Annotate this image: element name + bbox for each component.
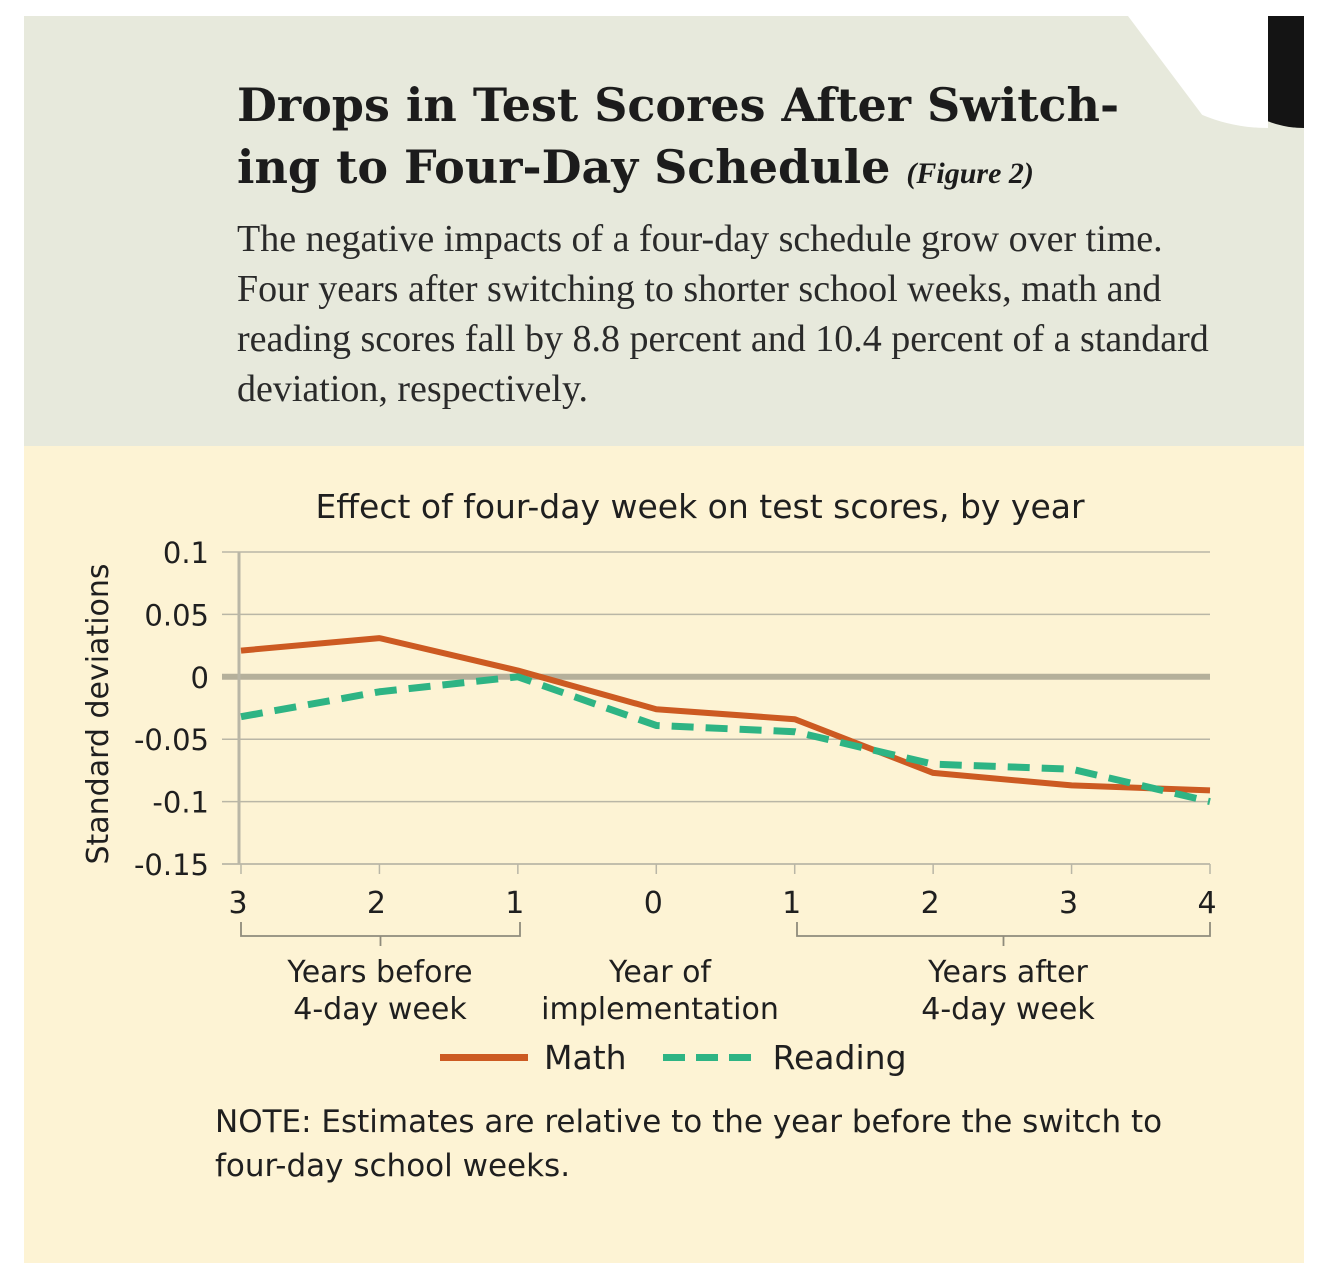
x-tick-label: 4 [1197,886,1216,921]
group-label-before-line2: 4-day week [293,992,467,1027]
y-tick-label: 0 [191,661,209,695]
legend-item-math: Math [440,1038,627,1077]
x-tick-label: 1 [505,886,524,921]
group-label-after-line1: Years after [927,955,1088,990]
y-tick-label: -0.05 [134,723,209,757]
x-tick-label: 2 [367,886,386,921]
x-tick-label: 3 [1059,886,1078,921]
figure-card: Drops in Test Scores After Switch-ing to… [24,16,1304,1263]
x-tick-label: 1 [782,886,801,921]
figure-title: Drops in Test Scores After Switch-ing to… [237,74,1217,205]
group-label-implementation-line1: Year of [608,955,712,990]
title-line-1: Drops in Test Scores After Switch- [237,78,1120,132]
x-tick-label: 0 [644,886,663,921]
y-tick-label: 0.05 [144,598,209,632]
series-line-reading [240,673,1211,806]
group-label-before-line1: Years before [286,955,472,990]
y-axis-label: Standard deviations [81,563,116,864]
chart-legend: Math Reading [440,1035,943,1079]
y-tick-label: -0.15 [134,848,209,882]
chart-title: Effect of four-day week on test scores, … [315,487,1085,526]
legend-label-math: Math [544,1037,627,1077]
figure-subtitle: The negative impacts of a four-day sched… [237,218,1209,410]
figure-note: NOTE: Estimates are relative to the year… [215,1104,1163,1184]
title-line-2: ing to Four-Day Schedule [237,140,891,194]
group-label-after-line2: 4-day week [921,992,1095,1027]
legend-item-reading: Reading [662,1037,907,1077]
legend-swatch-math [440,1053,528,1061]
header-band [24,16,1304,446]
x-tick-label: 2 [921,886,940,921]
legend-label-reading: Reading [772,1037,907,1077]
bracket-years-before [240,922,521,946]
bracket-years-after [796,922,1211,946]
legend-swatch-reading [662,1053,751,1061]
y-tick-label: 0.1 [163,536,209,570]
figure-reference: (Figure 2) [906,157,1034,190]
series-line-math [240,635,1211,794]
x-tick-label: 3 [228,886,247,921]
y-tick-label: -0.1 [152,786,209,820]
group-label-implementation-line2: implementation [541,992,779,1027]
